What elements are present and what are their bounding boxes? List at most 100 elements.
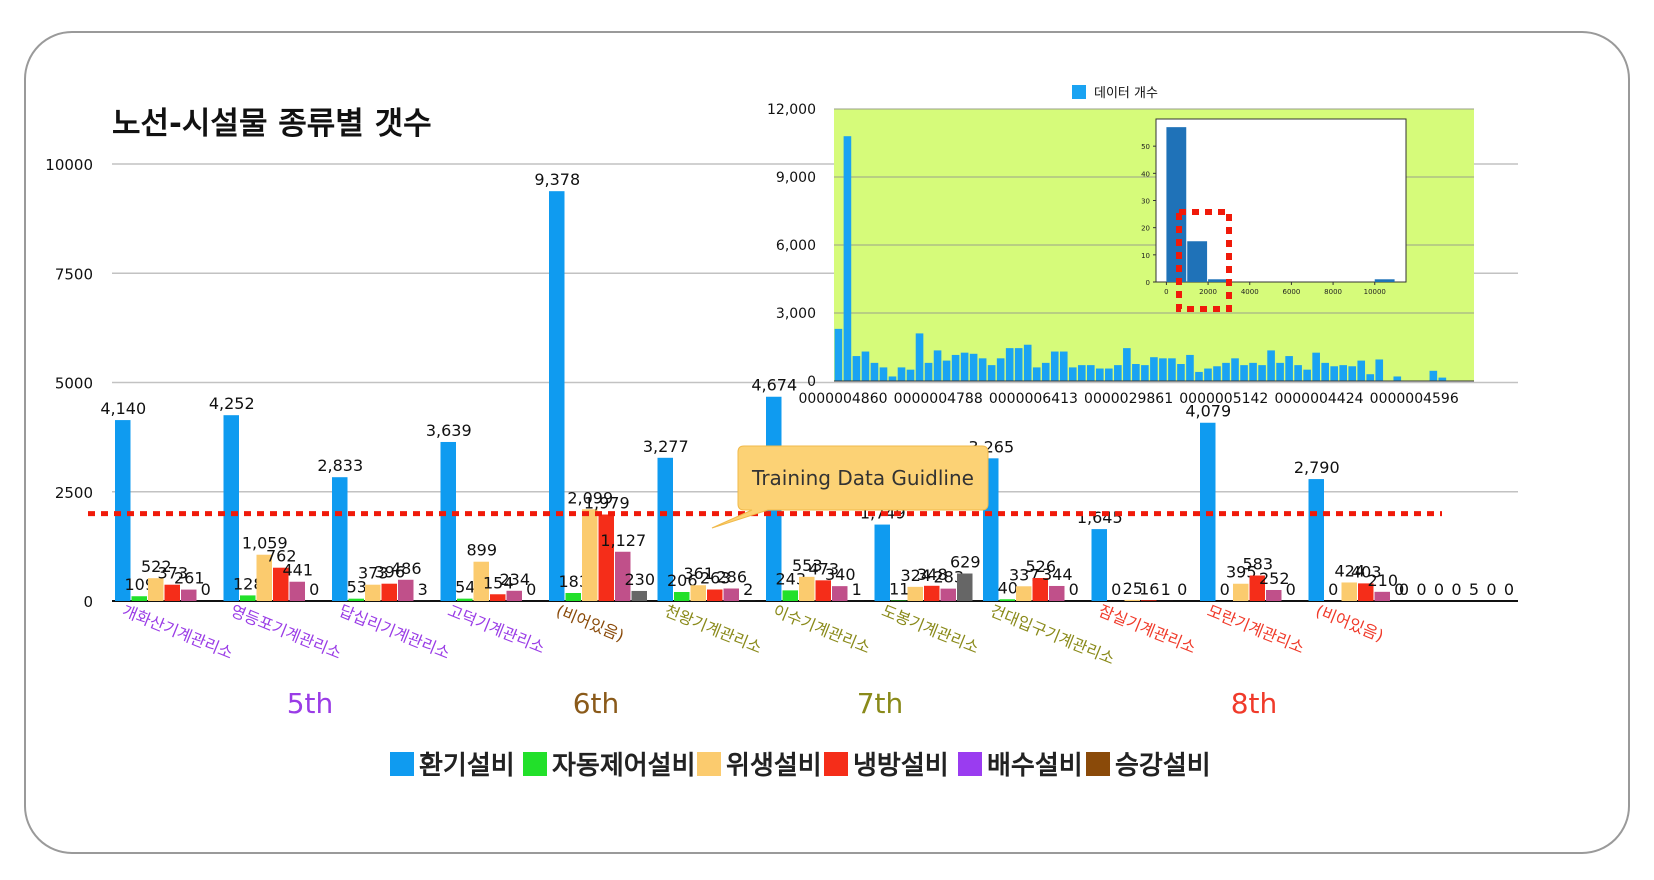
inset-x-tick-label: 0000004424	[1274, 391, 1363, 407]
inset-bar	[1267, 350, 1275, 381]
data-label: 183	[558, 572, 589, 591]
bar	[657, 457, 673, 601]
data-label: 230	[624, 570, 655, 589]
inset-bar	[1375, 359, 1384, 381]
inset-bar	[906, 369, 915, 381]
inset-x-tick-label: 0000006413	[989, 391, 1078, 407]
bar	[1308, 479, 1324, 601]
data-label: 0	[1504, 580, 1514, 599]
data-label: 1,645	[1077, 508, 1123, 527]
inset-bar	[1150, 357, 1158, 381]
inset-bar	[879, 367, 888, 381]
inset-bar	[843, 136, 852, 381]
data-label: 0	[1069, 580, 1079, 599]
bar	[506, 590, 522, 601]
inset-bar	[1393, 376, 1402, 381]
inset-x-tick-label: 0000004596	[1370, 391, 1459, 407]
bar	[924, 585, 940, 601]
legend-label: 환기설비	[419, 751, 515, 781]
category-label: 모란기계관리소	[1205, 601, 1308, 657]
bar	[582, 509, 598, 601]
bar	[1032, 578, 1048, 601]
bar	[782, 590, 798, 601]
data-label: 3,277	[643, 437, 689, 456]
bar	[957, 573, 973, 601]
bar	[1358, 583, 1374, 601]
histogram-x-tick-label: 0	[1164, 288, 1168, 296]
histogram-y-tick-label: 20	[1141, 225, 1150, 233]
highlight-dashed-box	[1176, 209, 1232, 312]
inset-bar	[1366, 374, 1375, 381]
category-label: 건대입구기계관리소	[988, 601, 1118, 668]
bar	[1233, 583, 1249, 601]
inset-bar	[1077, 365, 1086, 381]
legend: 환기설비 자동제어설비 위생설비 냉방설비 배수설비 승강설비	[390, 751, 1211, 781]
inset-bar	[1357, 360, 1366, 381]
line-number-labels: 5th 6th 7th 8th	[287, 687, 1278, 720]
inset-histogram-chart: 0 10 20 30 40 50 0 2000 4000 6000 8000 10000	[1141, 118, 1407, 312]
histogram-y-tick-label: 0	[1146, 279, 1150, 287]
data-label: 403	[1351, 562, 1382, 581]
bar	[940, 588, 956, 601]
legend-label: 냉방설비	[853, 751, 949, 781]
bar	[723, 588, 739, 601]
data-label: 0	[1486, 580, 1496, 599]
legend-swatch	[697, 752, 721, 776]
bar	[398, 579, 414, 601]
inset-bar	[1276, 362, 1284, 381]
bar	[381, 583, 397, 601]
data-label: 396	[374, 563, 405, 582]
bar	[615, 551, 631, 601]
y-tick-label: 7500	[55, 265, 93, 283]
bar	[907, 586, 923, 601]
data-label: 0	[1399, 580, 1409, 599]
inset-x-tick-label: 0000005142	[1179, 391, 1268, 407]
bar	[690, 585, 706, 601]
category-label: 고덕기계관리소	[445, 601, 548, 657]
histogram-y-tick-label: 40	[1141, 170, 1150, 178]
inset-bar	[1114, 365, 1122, 381]
inset-bar	[1032, 367, 1041, 381]
histogram-bar	[1208, 279, 1228, 282]
data-label: 1,059	[242, 534, 288, 553]
inset-bar	[1105, 368, 1113, 381]
bar	[332, 477, 348, 601]
inset-bar	[1023, 344, 1032, 381]
inset-bar	[1050, 351, 1059, 381]
bar	[440, 441, 456, 601]
y-tick-label: 10000	[45, 156, 93, 174]
inset-bar	[1258, 365, 1266, 381]
inset-bar	[888, 376, 897, 381]
y-tick-label: 2500	[55, 484, 93, 502]
slide-frame	[24, 31, 1630, 854]
histogram-x-tick-label: 4000	[1241, 288, 1259, 296]
inset-y-tick-label: 12,000	[767, 102, 816, 118]
inset-bar	[1141, 365, 1149, 381]
data-label: 0	[1286, 580, 1296, 599]
inset-bar	[1294, 365, 1302, 381]
inset-bar	[1321, 362, 1329, 381]
inset-x-tick-label: 0000004788	[894, 391, 983, 407]
data-label: 252	[1259, 569, 1290, 588]
data-label: 1,979	[584, 494, 630, 513]
inset-bar	[1213, 366, 1221, 381]
data-label: 373	[157, 564, 188, 583]
bar	[799, 576, 815, 601]
data-label: 4,079	[1185, 402, 1231, 421]
inset-bar	[951, 354, 960, 381]
legend-label: 자동제어설비	[552, 751, 696, 781]
data-label: 899	[466, 541, 497, 560]
category-label: 도봉기계관리소	[879, 601, 982, 657]
legend-swatch	[390, 752, 414, 776]
category-label: (비어있음)	[1313, 601, 1386, 645]
data-label: 234	[499, 570, 530, 589]
inset-bar	[1204, 368, 1212, 381]
data-label: 154	[483, 573, 514, 592]
data-label: 261	[174, 569, 205, 588]
y-tick-label: 0	[83, 593, 93, 611]
data-label: 40	[998, 578, 1018, 597]
bar	[999, 599, 1015, 601]
bar	[815, 580, 831, 601]
data-label: 3,639	[426, 421, 472, 440]
inset-bar	[861, 351, 870, 381]
